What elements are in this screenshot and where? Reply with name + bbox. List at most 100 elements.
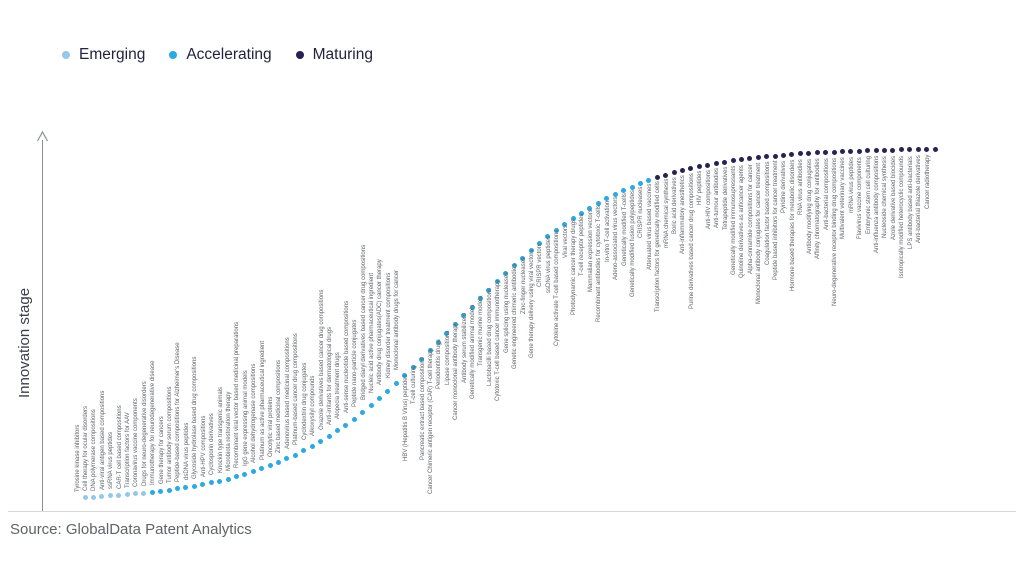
data-point-label: Lipase compositions [444, 330, 451, 385]
data-point [410, 365, 416, 371]
maturing-dot-icon [295, 51, 304, 59]
data-point-label: Antibody serum stabilizers [461, 313, 468, 384]
legend-label-maturing: Maturing [312, 46, 373, 63]
data-point [385, 388, 391, 394]
data-point [435, 339, 441, 345]
data-point [520, 255, 526, 261]
data-point [831, 149, 837, 155]
data-point-label: Anti-inflammatory anesthetics [680, 175, 687, 254]
data-point [730, 158, 736, 164]
legend-item-maturing: Maturing [295, 46, 373, 64]
data-point [856, 148, 862, 154]
data-point-label: Genetically modified fusion polypeptides [629, 189, 636, 297]
data-point-label: Mammalian expression vectors [587, 209, 594, 293]
data-point [368, 403, 374, 409]
data-point [604, 196, 610, 202]
data-point [511, 263, 517, 269]
data-point-label: Anti-tumour antibodies [714, 168, 721, 229]
data-point [932, 146, 938, 152]
data-point [469, 304, 475, 310]
data-point-label: Coronavirus vaccine components [133, 398, 140, 488]
data-point-label: Immunotherapy for neurodegenerative dise… [150, 360, 157, 486]
data-point [393, 381, 399, 387]
data-point [907, 147, 913, 153]
data-point [292, 452, 298, 458]
data-point-label: Anti-influenza antibody compositions [874, 155, 881, 254]
data-point [890, 147, 896, 153]
data-point [233, 474, 239, 480]
data-point-label: Cytokine activate T-cell based compositi… [554, 230, 561, 347]
data-point-label: Lactobacilli based drug compositions [486, 287, 493, 386]
data-point-label: Antibody modifying drug conjugates [806, 158, 813, 254]
data-point [107, 493, 113, 499]
data-point-label: Cancer Chimeric antigen receptor (CAR) T… [427, 348, 434, 495]
data-point [755, 155, 761, 161]
data-point [848, 148, 854, 154]
data-point [781, 152, 787, 158]
data-point-label: Gene splicing using nucleases [503, 271, 510, 353]
data-point [124, 492, 130, 498]
data-point [343, 422, 349, 428]
data-point [158, 488, 164, 494]
data-point [814, 150, 820, 156]
data-point-label: ssRNA virus peptides [108, 432, 115, 490]
data-point-label: Adeno-associated virus vectors [613, 196, 620, 280]
data-point-label: Genetically modified animal models [470, 304, 477, 399]
data-point-label: Cancer radiotherapy [924, 154, 931, 210]
data-point-label: Multivalent veterinary vaccines [840, 157, 847, 240]
data-point-label: Alopecia treatment drugs [335, 352, 342, 420]
data-point-label: Platinum as active pharmaceutical ingred… [259, 340, 266, 460]
data-point [823, 149, 829, 155]
data-point [612, 192, 618, 198]
data-point-label: mRNA chemical synthesis [663, 178, 670, 248]
data-point-label: Hormone based therapies for metabolic di… [789, 159, 796, 291]
data-point [444, 330, 450, 336]
data-point [654, 175, 660, 181]
data-point [898, 147, 904, 153]
data-point [663, 172, 669, 178]
data-point [326, 433, 332, 439]
data-point-label: Transgenic murine models [478, 295, 485, 367]
data-point [503, 271, 509, 277]
data-point-label: Anti-irritants for dermatological drugs [326, 326, 333, 425]
data-point [789, 152, 795, 158]
data-point [873, 147, 879, 153]
data-point [225, 476, 231, 482]
data-point-label: Antibody drug conjugates(ADC) cancer the… [377, 259, 384, 386]
source-note: Source: GlobalData Patent Analytics [10, 521, 252, 538]
data-point [545, 234, 551, 240]
data-point-label: Monoclonal antibody conjugates for cance… [756, 162, 763, 304]
legend-label-accelerating: Accelerating [186, 46, 272, 63]
data-point-label: Zinc based medicinal compositions [276, 359, 283, 453]
data-point [250, 469, 256, 475]
data-point [688, 166, 694, 172]
data-point-label: Anti-bacterial thiazole derivatives [916, 155, 923, 244]
data-point [738, 157, 744, 163]
data-point-label: In-vitro T-cell activation [604, 200, 611, 262]
data-point-label: Microbiota restoration therapy [225, 391, 232, 471]
x-axis-line [8, 511, 1016, 512]
data-point-label: Boric acid derivatives [672, 177, 679, 234]
data-point [595, 200, 601, 206]
data-point-label: Oxazole derivatives based cancer drug co… [318, 290, 325, 431]
data-point [309, 443, 315, 449]
accelerating-dot-icon [169, 51, 178, 59]
data-point [772, 153, 778, 159]
data-point [494, 279, 500, 285]
data-point-label: Knockin type transgenic animals [217, 387, 224, 474]
legend-item-accelerating: Accelerating [169, 46, 272, 64]
data-point-label: Drugs for neuro-degenerative disorders [141, 381, 148, 487]
data-point [637, 181, 643, 187]
data-point-label: T-cell culturing [411, 365, 418, 405]
data-point [90, 494, 96, 500]
data-point-label: DNA polymerase compositions [91, 408, 98, 491]
data-point [486, 287, 492, 293]
data-point [461, 313, 467, 319]
data-point [175, 486, 181, 492]
data-point [301, 448, 307, 454]
data-point [318, 439, 324, 445]
data-point-label: Genetically modified T-cells [621, 193, 628, 267]
data-point [242, 471, 248, 477]
data-point [806, 150, 812, 156]
